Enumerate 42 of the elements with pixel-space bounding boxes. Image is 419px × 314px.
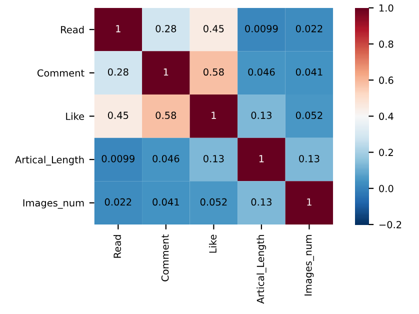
y-tick-label: Like — [66, 112, 84, 120]
data-label: 0.13 — [251, 198, 272, 206]
x-tick-label: Artical_Length — [256, 235, 266, 304]
color-bar-label: 0.8 — [379, 40, 394, 48]
color-bar-label: 0.4 — [379, 112, 394, 120]
data-label: 0.046 — [152, 154, 180, 162]
data-label: 0.58 — [204, 68, 224, 76]
data-label: 0.13 — [299, 154, 320, 162]
color-bar-label: 1.0 — [380, 4, 394, 12]
data-label: 0.041 — [152, 198, 179, 206]
color-bar-label: 0.6 — [379, 76, 394, 84]
data-label: 0.28 — [108, 68, 128, 76]
data-label: 0.0099 — [245, 24, 278, 32]
y-tick-label: Comment — [37, 69, 84, 77]
y-tick-label: Images_num — [23, 199, 84, 209]
x-tick-label: Comment — [161, 234, 169, 282]
data-label: 0.13 — [204, 154, 224, 162]
x-tick-label: Read — [113, 235, 121, 258]
data-label: 1 — [164, 68, 168, 76]
data-label: 0.022 — [104, 198, 132, 206]
color-bar-label: 0.0 — [379, 184, 394, 192]
data-label: 1 — [259, 155, 264, 162]
data-label: 0.0099 — [102, 154, 134, 162]
x-tick-label: Like — [208, 234, 217, 253]
data-label: 0.046 — [248, 68, 275, 76]
color-bar-label: −0.2 — [379, 220, 402, 228]
data-label: 0.58 — [156, 112, 176, 119]
data-label: 0.13 — [251, 112, 272, 119]
data-label: 0.022 — [296, 24, 322, 32]
data-label: 0.28 — [156, 24, 176, 32]
data-label: 0.45 — [204, 24, 224, 32]
data-label: 0.052 — [296, 112, 322, 119]
y-tick-label: Read — [61, 26, 84, 34]
data-label: 0.041 — [296, 68, 322, 76]
data-label: 1 — [307, 198, 312, 206]
data-label: 0.052 — [200, 198, 227, 206]
color-bar-label: 0.2 — [379, 148, 393, 156]
data-label: 0.45 — [108, 112, 128, 119]
x-tick-label: Images_num — [304, 235, 314, 296]
y-tick-label: Artical_Length — [15, 156, 84, 166]
data-label: 1 — [116, 25, 120, 32]
data-label: 1 — [212, 112, 216, 119]
